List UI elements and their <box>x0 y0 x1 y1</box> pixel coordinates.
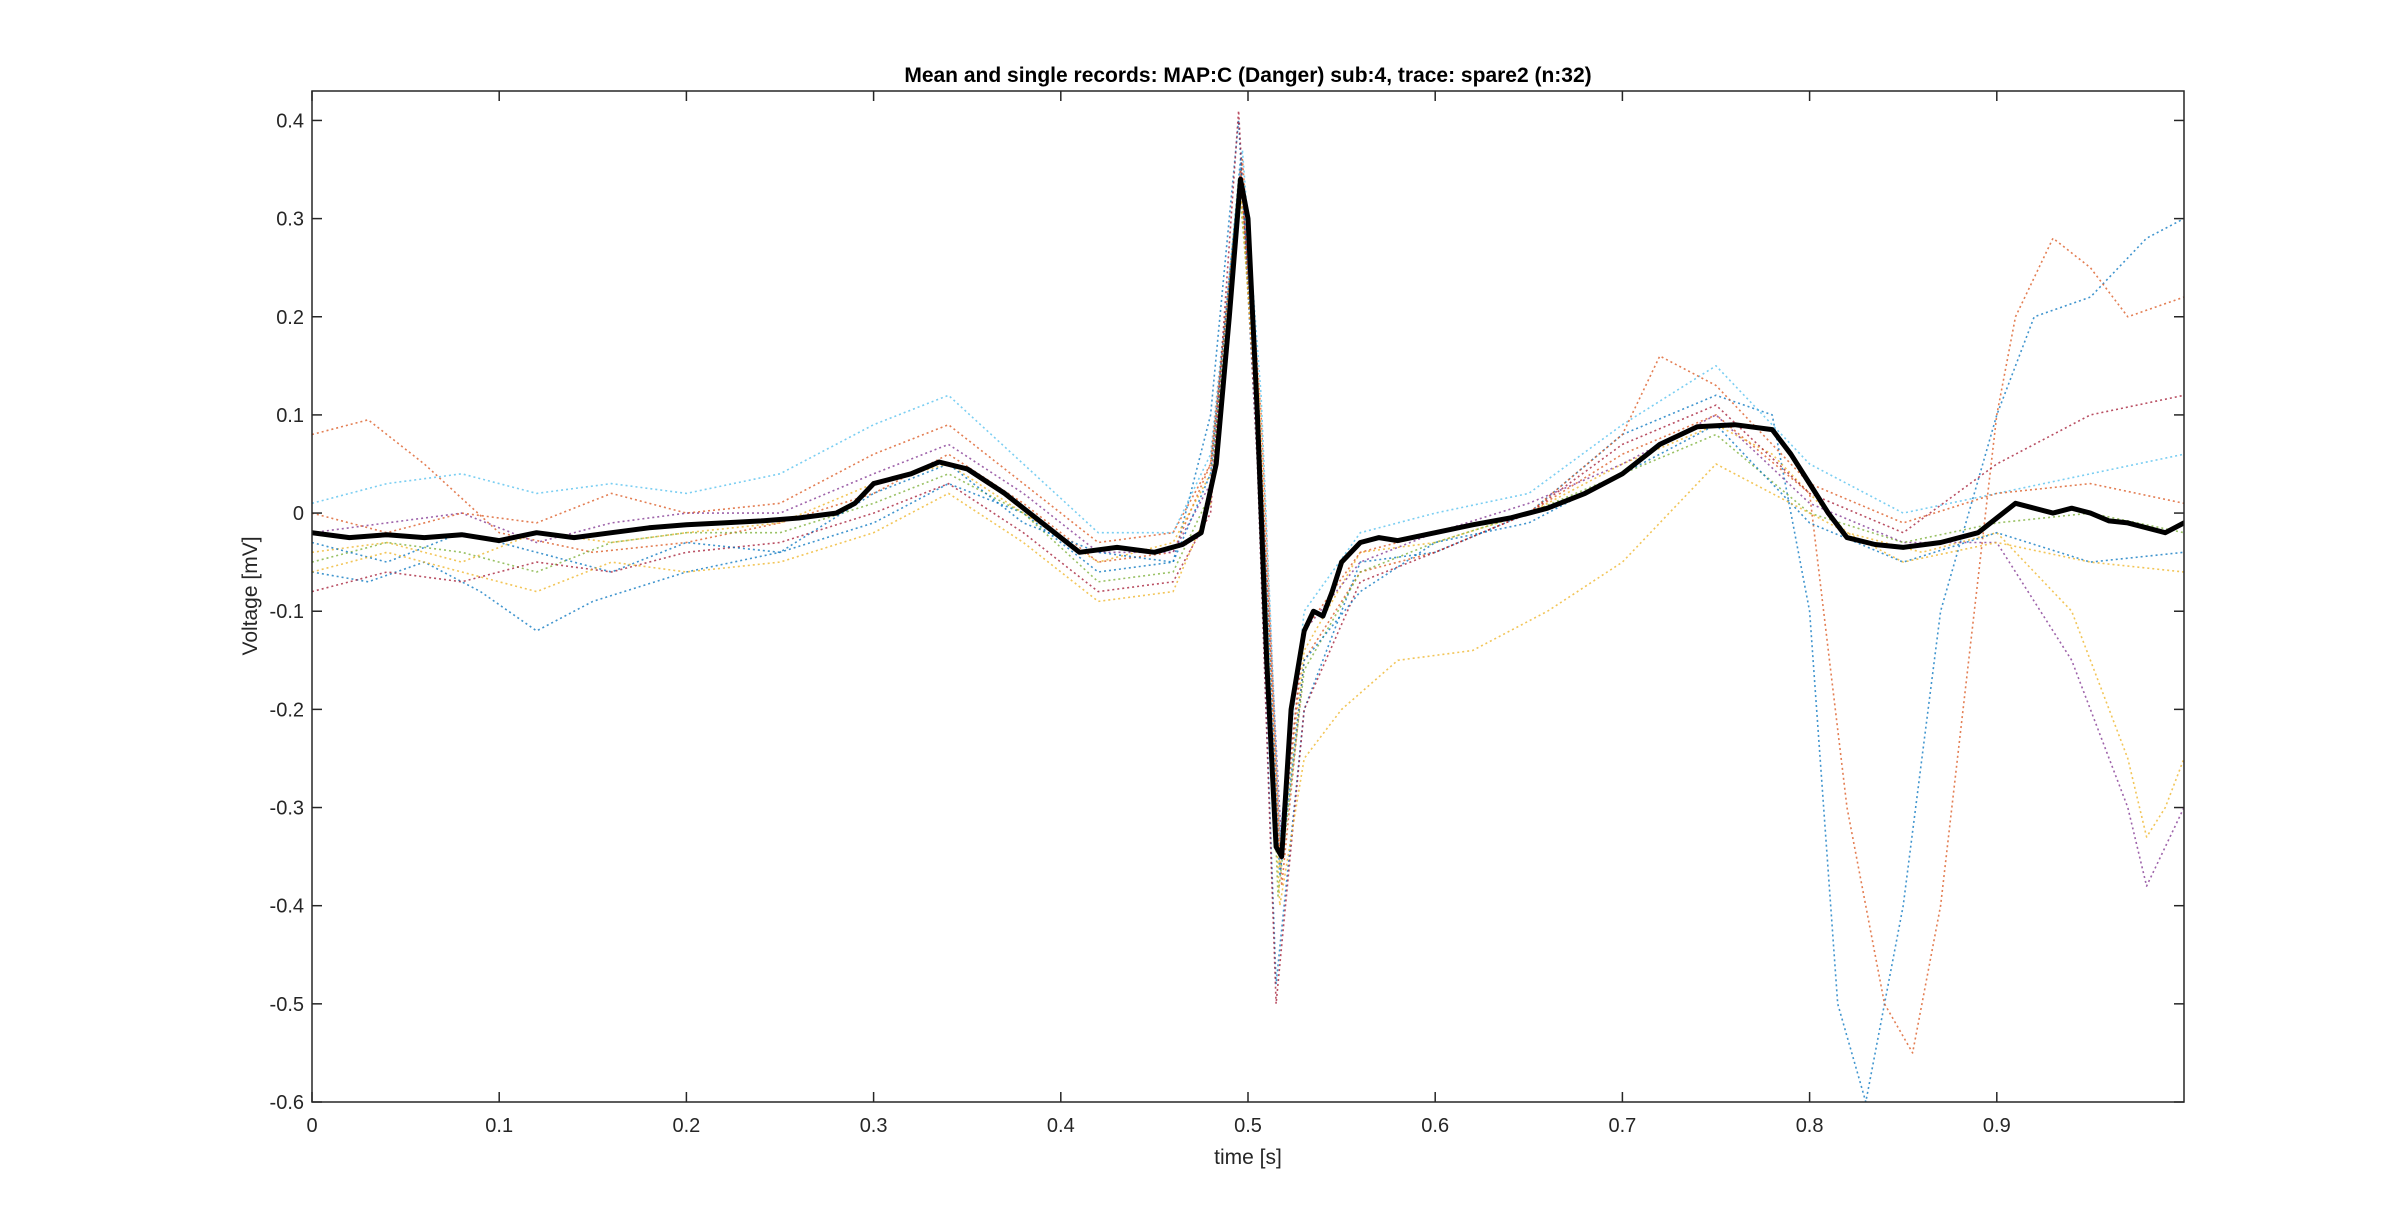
x-axis-label: time [s] <box>1214 1146 1282 1169</box>
single-record-line <box>312 188 2184 907</box>
y-tick-label: 0.2 <box>276 307 304 329</box>
chart-title: Mean and single records: MAP:C (Danger) … <box>904 64 1591 87</box>
single-record-line <box>312 149 2184 838</box>
y-tick-label: 0.1 <box>276 405 304 427</box>
mean-record-layer <box>312 176 2184 860</box>
y-tick-label: 0.3 <box>276 209 304 231</box>
single-record-line <box>312 188 2184 868</box>
single-record-line <box>312 158 2184 877</box>
x-tick-label: 0.8 <box>1796 1115 1824 1137</box>
y-tick-label: -0.6 <box>270 1092 304 1114</box>
y-tick-label: 0 <box>293 503 304 525</box>
y-tick-label: 0.4 <box>276 110 304 132</box>
plot-frame <box>311 90 2185 1103</box>
mean-record-line <box>312 176 2184 860</box>
x-tick-label: 0 <box>306 1115 317 1137</box>
y-tick-label: -0.2 <box>270 699 304 721</box>
x-tick-label: 0.7 <box>1608 1115 1636 1137</box>
x-axis-ticks: 0 0.1 0.2 0.3 0.4 0.5 0.6 0.7 0.8 0.9 <box>306 91 2011 1137</box>
y-axis-ticks: -0.6 -0.5 -0.4 -0.3 -0.2 -0.1 0 0.1 0.2 0.3 0.4 <box>270 110 2184 1114</box>
single-record-line <box>312 109 2184 1005</box>
y-tick-label: -0.5 <box>270 994 304 1016</box>
x-tick-label: 0.5 <box>1234 1115 1262 1137</box>
single-record-line <box>312 178 2184 897</box>
x-tick-label: 0.4 <box>1047 1115 1075 1137</box>
y-tick-label: -0.1 <box>270 601 304 623</box>
x-tick-label: 0.1 <box>485 1115 513 1137</box>
x-tick-label: 0.2 <box>672 1115 700 1137</box>
x-tick-label: 0.3 <box>860 1115 888 1137</box>
x-tick-label: 0.9 <box>1983 1115 2011 1137</box>
y-tick-label: -0.4 <box>270 896 304 918</box>
x-tick-label: 0.6 <box>1421 1115 1449 1137</box>
y-tick-label: -0.3 <box>270 798 304 820</box>
y-axis-label: Voltage [mV] <box>239 536 262 655</box>
single-record-line <box>312 119 2184 1102</box>
